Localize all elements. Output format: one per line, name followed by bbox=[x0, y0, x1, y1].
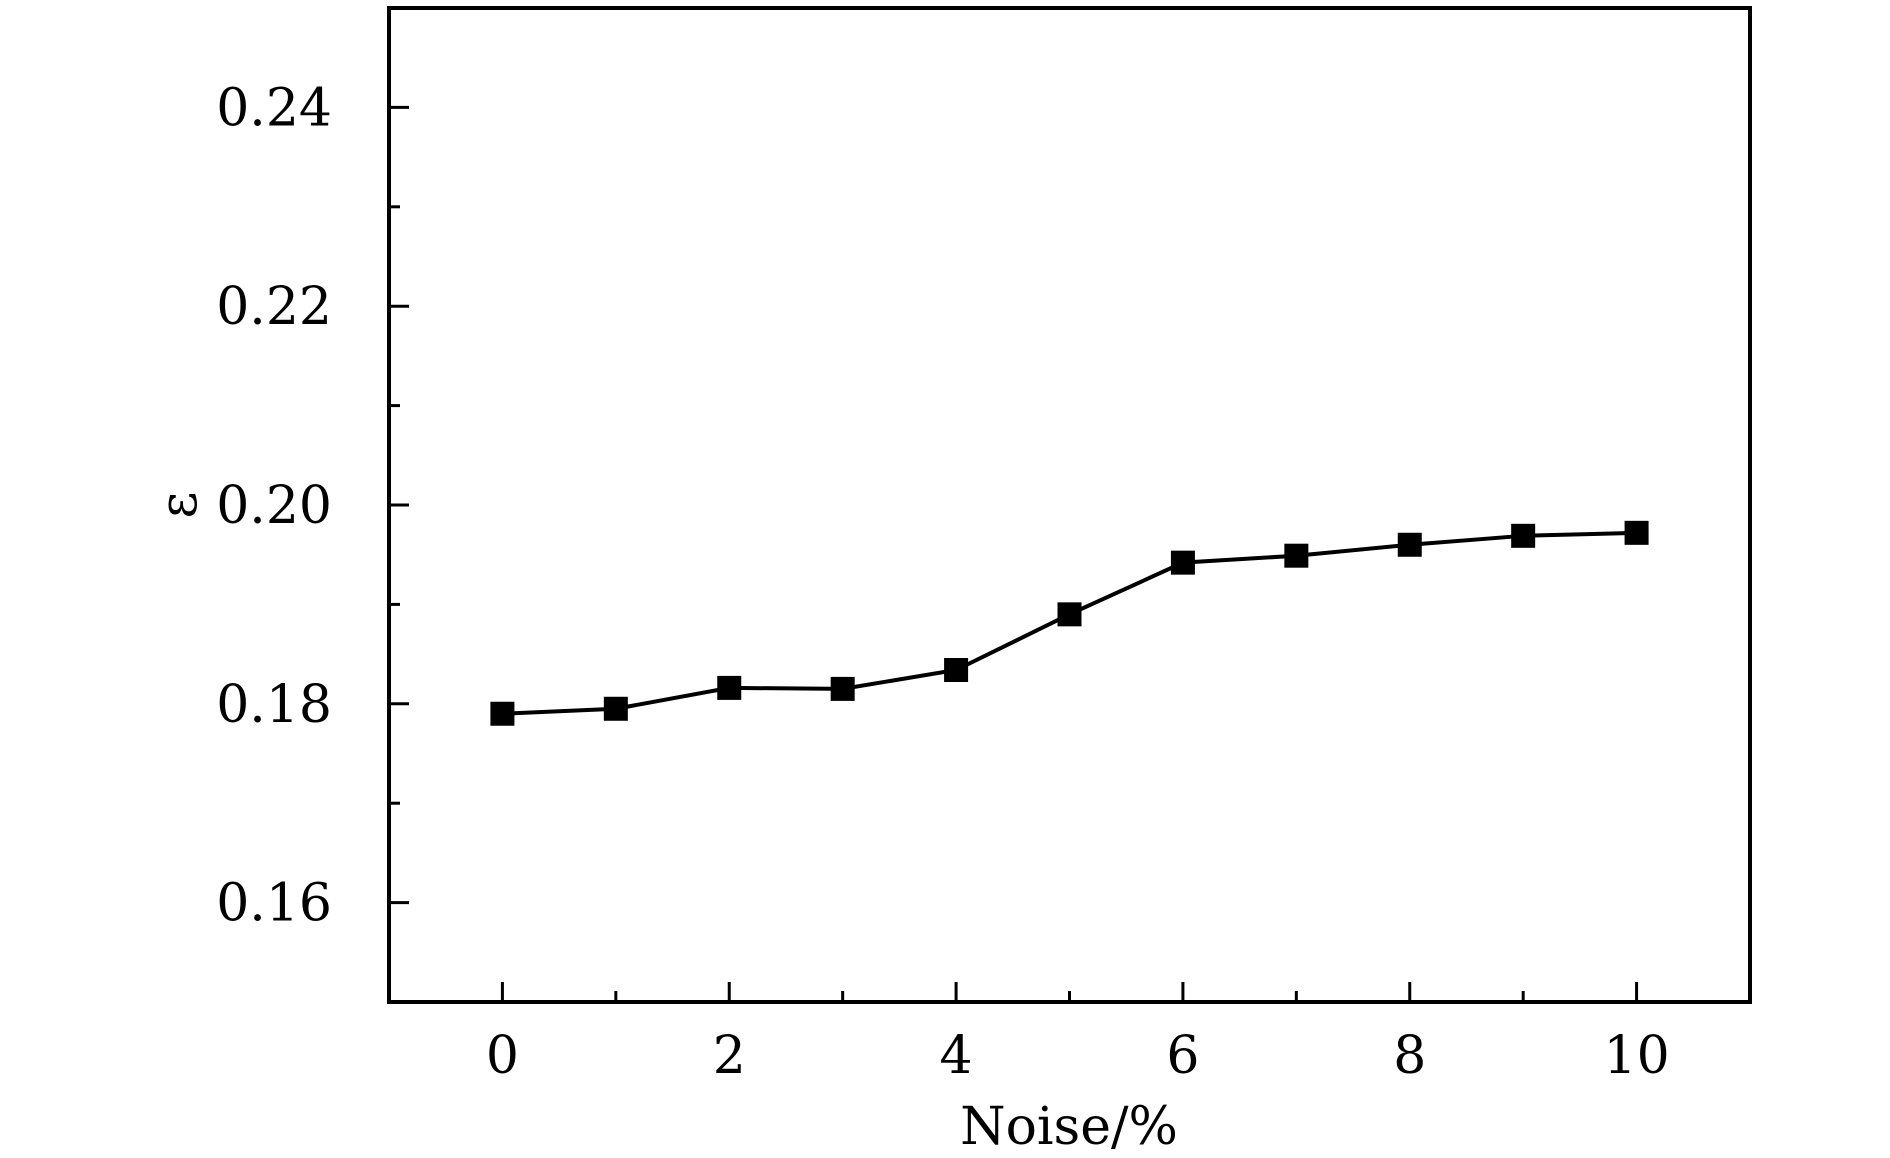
x-tick-label: 6 bbox=[1166, 1026, 1199, 1086]
data-point bbox=[1057, 602, 1082, 627]
data-point bbox=[1170, 550, 1195, 575]
y-tick-label: 0.24 bbox=[216, 78, 332, 138]
x-tick-label: 2 bbox=[713, 1026, 746, 1086]
data-point bbox=[830, 676, 855, 701]
data-point bbox=[490, 701, 515, 726]
series-layer bbox=[490, 520, 1649, 726]
y-tick-label: 0.22 bbox=[216, 277, 332, 337]
data-point bbox=[603, 696, 628, 721]
data-point bbox=[1284, 543, 1309, 568]
y-tick-label: 0.16 bbox=[216, 874, 332, 934]
x-tick-label: 0 bbox=[486, 1026, 519, 1086]
y-tick-label: 0.20 bbox=[216, 476, 332, 536]
x-tick-label: 4 bbox=[940, 1026, 973, 1086]
data-point bbox=[717, 675, 742, 700]
x-tick-label: 10 bbox=[1603, 1026, 1669, 1086]
plot-frame bbox=[387, 6, 1752, 1004]
data-point bbox=[944, 658, 969, 683]
x-tick-label: 8 bbox=[1393, 1026, 1426, 1086]
y-axis-ticks: 0.16 0.18 0.20 0.22 0.24 bbox=[216, 78, 409, 934]
x-axis-ticks: 0 2 4 6 8 10 bbox=[486, 982, 1670, 1086]
y-tick-label: 0.18 bbox=[216, 675, 332, 735]
data-point bbox=[1511, 523, 1536, 548]
y-axis-title: ε bbox=[149, 492, 209, 519]
x-axis-title: Noise/% bbox=[960, 1097, 1178, 1157]
data-point bbox=[1397, 532, 1422, 557]
data-point bbox=[1624, 520, 1649, 545]
